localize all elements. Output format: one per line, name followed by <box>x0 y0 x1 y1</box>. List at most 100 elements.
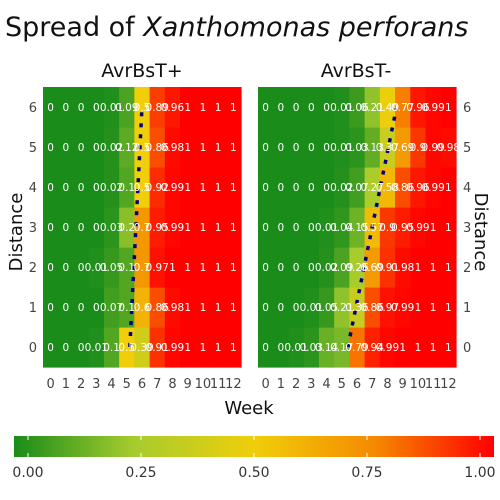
cell-value-label: 0.97 <box>146 262 169 274</box>
heatmap-cell <box>410 327 427 368</box>
heatmap-cell <box>440 87 457 128</box>
heatmap-cell <box>73 167 90 208</box>
cell-value-label: 0 <box>78 222 85 234</box>
cell-value-label: 0.99 <box>421 102 444 114</box>
cell-value-label: 0.01 <box>85 262 108 274</box>
heatmap-cell <box>318 167 335 208</box>
x-tick-label: 12 <box>225 377 242 392</box>
cell-value-label: 0.03 <box>345 142 368 154</box>
y-axis-title-left: Distance <box>6 193 27 272</box>
cell-value-label: 0.86 <box>391 182 415 194</box>
cell-value-label: 1 <box>445 342 452 354</box>
heatmap-cell <box>334 87 350 128</box>
heatmap-cell <box>210 87 227 128</box>
heatmap-cell <box>349 87 366 128</box>
cell-value-label: 0.91 <box>376 262 399 274</box>
cell-value-label: 0 <box>47 302 54 314</box>
cell-value-label: 1 <box>399 342 406 354</box>
legend-tick-label: 1.00 <box>464 465 495 481</box>
heatmap-cell <box>180 247 196 288</box>
x-tick-label: 10 <box>410 377 427 392</box>
heatmap-cell <box>303 207 320 248</box>
cell-value-label: 0.37 <box>376 142 399 154</box>
cell-value-label: 1 <box>430 342 437 354</box>
cell-value-label: 0.27 <box>361 182 384 194</box>
heatmap-cell <box>425 167 442 208</box>
heatmap-cell <box>103 287 120 328</box>
x-tick-label: 1 <box>277 377 285 392</box>
heatmap-cell <box>43 247 59 288</box>
cell-value-label: 1 <box>445 222 452 234</box>
heatmap-cell <box>58 127 75 168</box>
heatmap-cell <box>425 207 442 248</box>
y-tick-label: 2 <box>463 261 471 276</box>
heatmap-cell <box>149 247 166 288</box>
cell-value-label: 0 <box>262 222 269 234</box>
heatmap-cell <box>303 127 320 168</box>
heatmap-cell <box>225 87 242 128</box>
x-tick-label: 7 <box>153 377 161 392</box>
x-tick-label: 10 <box>195 377 212 392</box>
heatmap-panel-avrbst-plus: 0 0 0 0.010.10.50.390.910.99 1 1 1 10 0 0 0 0.070.1… <box>29 87 242 392</box>
panel-strip-avrbst-minus: AvrBsT- <box>321 60 392 82</box>
heatmap-cell <box>210 127 227 168</box>
chart-title-prefix: Spread of <box>5 12 143 43</box>
heatmap-cell <box>395 127 411 168</box>
heatmap-cell <box>195 207 212 248</box>
heatmap-cell <box>58 247 75 288</box>
cell-value-label: 0.1 <box>103 342 120 354</box>
color-legend-bar <box>14 436 494 457</box>
heatmap-cell <box>349 287 366 328</box>
legend-tick-label: 0.50 <box>238 465 269 481</box>
cell-value-label: 0.99 <box>421 182 444 194</box>
heatmap-cell <box>425 87 442 128</box>
heatmap-cell <box>180 327 196 368</box>
cell-value-label: 0.69 <box>361 262 384 274</box>
cell-value-label: 0 <box>47 182 54 194</box>
x-tick-label: 6 <box>138 377 146 392</box>
cell-value-label: 0 <box>278 342 285 354</box>
x-tick-label: 5 <box>123 377 131 392</box>
cell-value-label: 0 <box>93 182 100 194</box>
cell-value-label: 1 <box>430 262 437 274</box>
heatmap-cell <box>334 327 350 368</box>
heatmap-cell <box>210 207 227 248</box>
heatmap-cell <box>258 167 274 208</box>
cell-value-label: 0 <box>262 262 269 274</box>
heatmap-cell <box>43 207 59 248</box>
cell-value-label: 0 <box>323 142 330 154</box>
cell-value-label: 1 <box>445 262 452 274</box>
cell-value-label: 0.1 <box>118 182 135 194</box>
cell-value-label: 1 <box>200 182 207 194</box>
heatmap-cell <box>273 87 290 128</box>
heatmap-cell <box>303 287 320 328</box>
heatmap-cell <box>149 287 166 328</box>
cell-value-label: 0.21 <box>361 102 384 114</box>
heatmap-cell <box>164 287 181 328</box>
cell-value-label: 0 <box>47 102 54 114</box>
heatmap-cell <box>334 207 350 248</box>
cell-value-label: 0 <box>78 302 85 314</box>
legend-tick-label: 0.00 <box>12 465 43 481</box>
cell-value-label: 0.03 <box>300 342 323 354</box>
heatmap-cell <box>180 127 196 168</box>
cell-value-label: 0 <box>293 102 300 114</box>
heatmap-cell <box>195 287 212 328</box>
cell-value-label: 0.99 <box>391 302 414 314</box>
heatmap-cell <box>318 87 335 128</box>
heatmap-cell <box>364 167 381 208</box>
cell-value-label: 0.99 <box>376 342 399 354</box>
x-tick-label: 11 <box>425 377 442 392</box>
heatmap-cell <box>273 247 290 288</box>
x-tick-label: 3 <box>92 377 100 392</box>
cell-value-label: 0.86 <box>146 142 170 154</box>
cell-value-label: 0 <box>323 102 330 114</box>
x-tick-label: 2 <box>77 377 85 392</box>
x-tick-label: 2 <box>292 377 300 392</box>
cell-value-label: 0.86 <box>146 302 170 314</box>
heatmap-cell <box>180 207 196 248</box>
heatmap-cell <box>440 247 457 288</box>
cell-value-label: 0.89 <box>146 102 169 114</box>
cell-value-label: 0 <box>262 142 269 154</box>
cell-value-label: 0.07 <box>345 182 368 194</box>
